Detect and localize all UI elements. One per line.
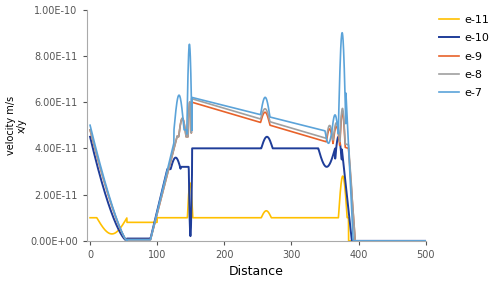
e-9 xyxy=(250,119,256,122)
e-7 xyxy=(339,31,345,34)
e-8 xyxy=(87,128,93,131)
e-10 xyxy=(422,239,428,243)
e-9 xyxy=(352,229,358,233)
e-10 xyxy=(250,147,256,150)
e-11 xyxy=(346,239,352,243)
Line: e-7: e-7 xyxy=(90,33,426,241)
e-10 xyxy=(413,239,419,243)
e-8 xyxy=(242,112,248,116)
e-11 xyxy=(242,216,248,220)
e-10 xyxy=(349,239,355,243)
e-11 xyxy=(340,174,346,178)
e-9 xyxy=(188,100,194,104)
Legend: e-11, e-10, e-9, e-8, e-7: e-11, e-10, e-9, e-8, e-7 xyxy=(434,11,494,103)
e-9 xyxy=(87,128,93,131)
e-8 xyxy=(250,115,256,119)
e-11 xyxy=(250,216,256,220)
e-11 xyxy=(104,230,110,234)
e-11 xyxy=(352,239,358,243)
e-7 xyxy=(422,239,428,243)
e-9 xyxy=(414,239,420,243)
X-axis label: Distance: Distance xyxy=(229,266,283,278)
e-8 xyxy=(188,97,194,100)
e-9 xyxy=(104,190,110,193)
e-7 xyxy=(250,111,256,114)
Line: e-10: e-10 xyxy=(90,137,426,241)
e-8 xyxy=(413,239,419,243)
e-9 xyxy=(422,239,428,243)
e-10 xyxy=(413,239,419,243)
e-8 xyxy=(104,190,110,193)
e-7 xyxy=(350,239,356,243)
e-10 xyxy=(352,239,358,243)
e-11 xyxy=(413,239,419,243)
e-11 xyxy=(422,239,428,243)
e-9 xyxy=(352,239,358,243)
e-8 xyxy=(352,239,358,243)
e-11 xyxy=(414,239,420,243)
e-9 xyxy=(413,239,419,243)
e-10 xyxy=(104,198,110,202)
e-8 xyxy=(352,229,358,233)
e-11 xyxy=(87,216,93,220)
e-9 xyxy=(242,116,248,120)
e-7 xyxy=(242,109,248,112)
e-7 xyxy=(414,239,420,243)
Line: e-9: e-9 xyxy=(90,102,426,241)
e-7 xyxy=(87,124,93,127)
e-7 xyxy=(413,239,419,243)
e-10 xyxy=(242,147,248,150)
e-10 xyxy=(87,135,93,139)
e-7 xyxy=(352,239,358,243)
Line: e-11: e-11 xyxy=(90,176,426,241)
e-7 xyxy=(104,188,110,191)
Line: e-8: e-8 xyxy=(90,99,426,241)
Y-axis label: velocity m/s
x/y: velocity m/s x/y xyxy=(6,96,27,155)
e-8 xyxy=(422,239,428,243)
e-8 xyxy=(414,239,420,243)
